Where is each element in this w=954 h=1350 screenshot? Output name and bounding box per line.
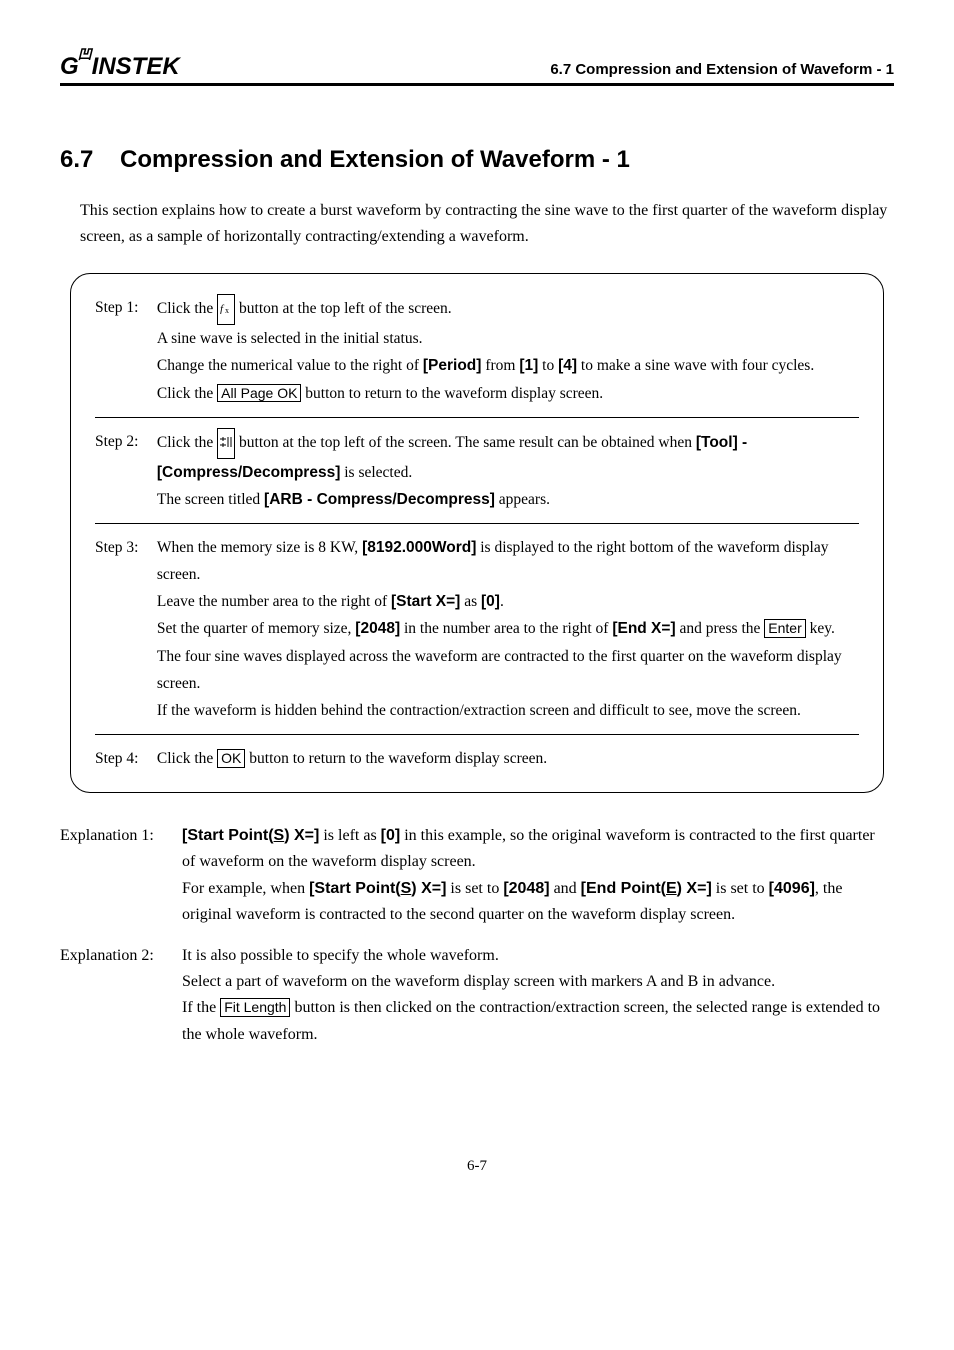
separator <box>95 417 859 418</box>
step-body: Click the OK button to return to the wav… <box>157 745 857 772</box>
step-body: Click the button at the top left of the … <box>157 428 857 513</box>
page-number: 6-7 <box>60 1158 894 1175</box>
step-label: Step 1: <box>95 294 153 321</box>
step-label: Step 3: <box>95 534 153 561</box>
intro-text: This section explains how to create a bu… <box>80 198 894 249</box>
fit-length-button: Fit Length <box>220 998 290 1017</box>
section-title: Compression and Extension of Waveform - … <box>120 146 630 173</box>
step-body: Click the fx button at the top left of t… <box>157 294 857 407</box>
section-number: 6.7 <box>60 146 120 174</box>
step-1: Step 1: Click the fx button at the top l… <box>95 294 859 407</box>
all-page-ok-button: All Page OK <box>217 384 301 403</box>
steps-box: Step 1: Click the fx button at the top l… <box>70 273 884 793</box>
step-2: Step 2: Click the button at the top left… <box>95 428 859 513</box>
step-4: Step 4: Click the OK button to return to… <box>95 745 859 772</box>
header-title: 6.7 Compression and Extension of Wavefor… <box>550 61 894 78</box>
brand-logo: G凹INSTEK <box>60 50 180 81</box>
ok-button: OK <box>217 749 245 768</box>
explain-label: Explanation 2: <box>60 943 178 969</box>
section-heading: 6.7Compression and Extension of Waveform… <box>60 146 894 174</box>
explanation-2: Explanation 2: It is also possible to sp… <box>60 943 894 1049</box>
step-label: Step 2: <box>95 428 153 455</box>
compress-icon <box>217 428 235 459</box>
svg-text:x: x <box>225 306 229 314</box>
explain-body: It is also possible to specify the whole… <box>182 943 892 1049</box>
fx-icon: fx <box>217 294 235 325</box>
separator <box>95 734 859 735</box>
step-3: Step 3: When the memory size is 8 KW, [8… <box>95 534 859 724</box>
page-header: G凹INSTEK 6.7 Compression and Extension o… <box>60 50 894 86</box>
explain-label: Explanation 1: <box>60 823 178 849</box>
step-label: Step 4: <box>95 745 153 772</box>
enter-key: Enter <box>764 619 805 638</box>
explanation-1: Explanation 1: [Start Point(S) X=] is le… <box>60 823 894 929</box>
step-body: When the memory size is 8 KW, [8192.000W… <box>157 534 857 724</box>
separator <box>95 523 859 524</box>
explain-body: [Start Point(S) X=] is left as [0] in th… <box>182 823 892 929</box>
